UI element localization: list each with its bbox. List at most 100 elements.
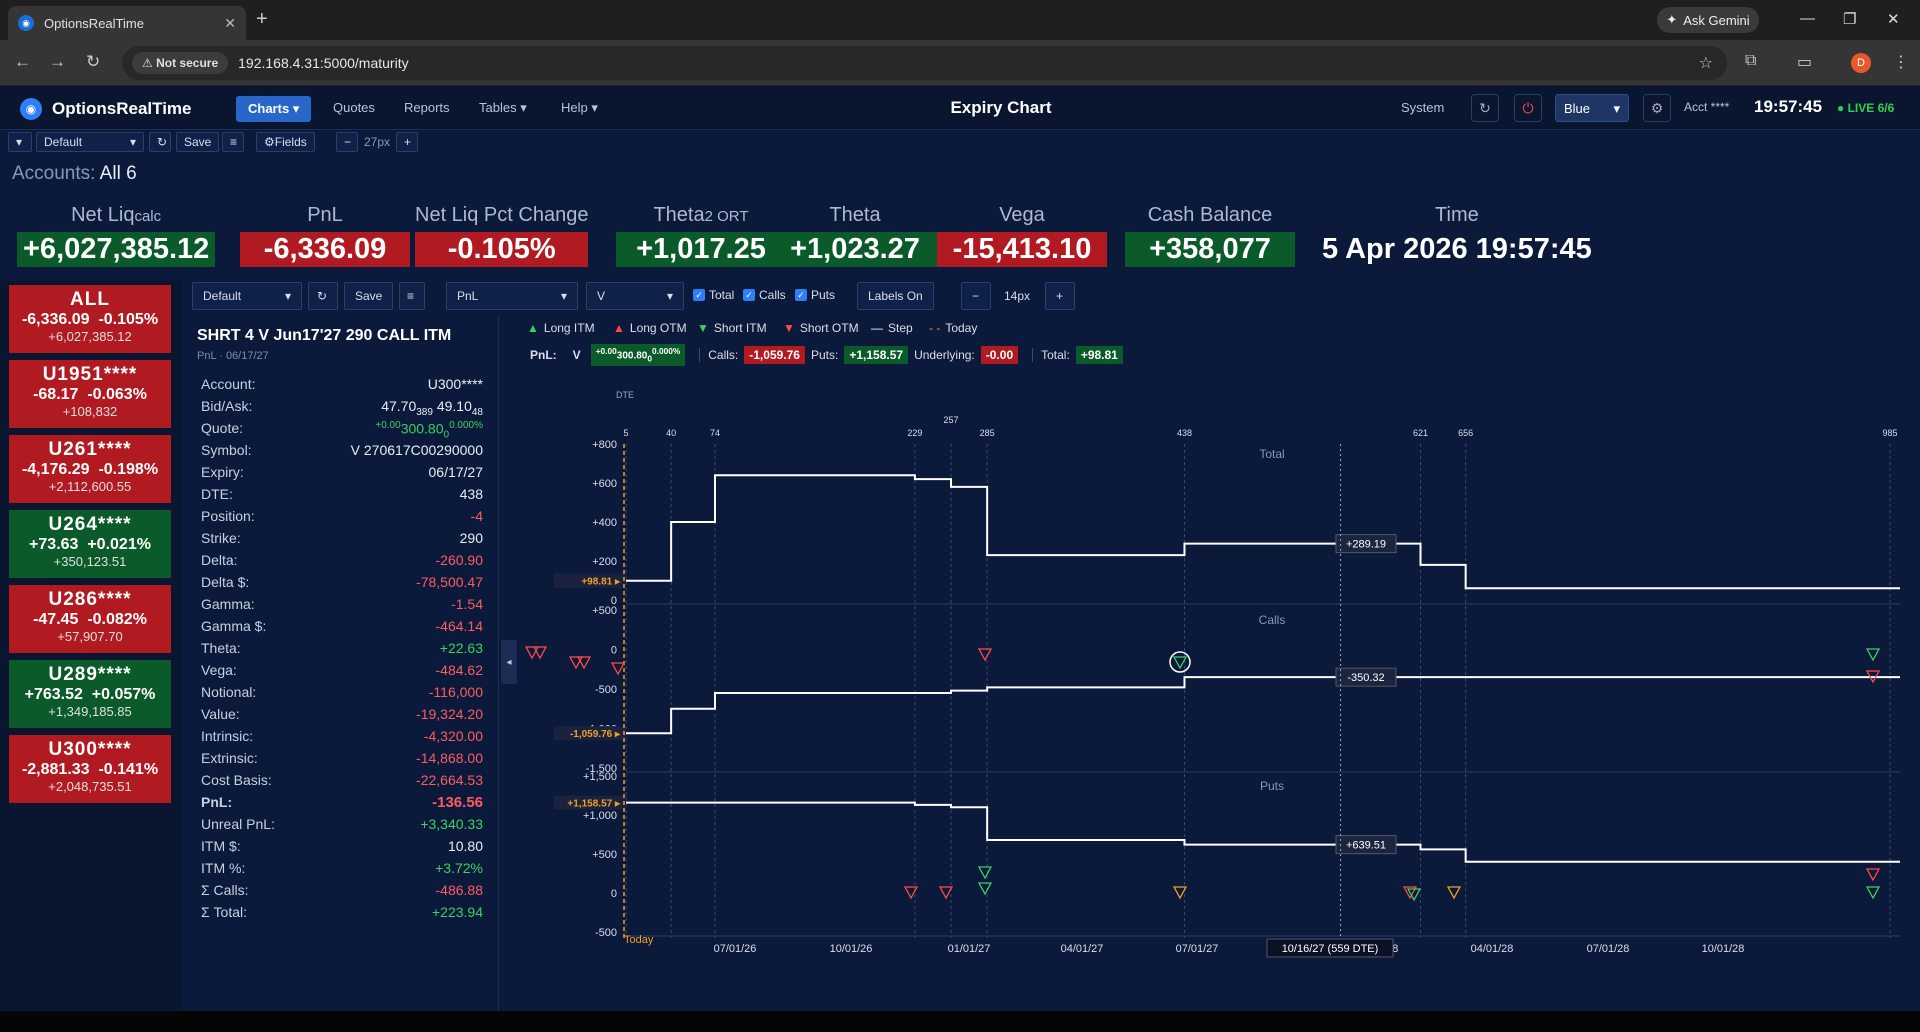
detail-row: Unreal PnL: +3,340.33 xyxy=(201,816,483,836)
legend-item[interactable]: ▼ Short OTM xyxy=(783,321,859,335)
url-bar[interactable]: ⚠ Not secure 192.168.4.31:5000/maturity … xyxy=(122,46,1727,80)
metric-select[interactable]: PnL ▾ xyxy=(446,282,578,310)
close-tab-icon[interactable]: ✕ xyxy=(224,14,236,31)
chart-reload-icon[interactable]: ↻ xyxy=(308,282,338,310)
panel-title: Total xyxy=(1259,447,1284,461)
acct-mask: Acct **** xyxy=(1684,100,1730,114)
browser-tab-bar: ◉ OptionsRealTime ✕ + ✦ Ask Gemini — ❐ ✕ xyxy=(0,0,1920,40)
menu-quotes[interactable]: Quotes xyxy=(333,100,375,115)
cursor-date-label: 10/16/27 (559 DTE) xyxy=(1282,943,1379,955)
short-marker-icon xyxy=(532,646,548,660)
detail-key: Σ Calls: xyxy=(201,882,249,898)
account-card[interactable]: U300**** -2,881.33 -0.141% +2,048,735.51 xyxy=(8,734,172,804)
y-tick-label: +1,000 xyxy=(583,810,617,822)
legend-item[interactable]: ▲ Long ITM xyxy=(527,321,595,335)
chart-layout-select[interactable]: Default ▾ xyxy=(192,282,302,310)
profile-avatar[interactable]: D xyxy=(1851,53,1871,73)
menu-reports[interactable]: Reports xyxy=(404,100,450,115)
legend-item[interactable]: ▼ Short ITM xyxy=(697,321,767,335)
account-netliq: +1,349,185.85 xyxy=(48,704,132,719)
legend-item[interactable]: - - Today xyxy=(929,321,978,335)
puts-checkbox[interactable]: ✓ Puts xyxy=(795,288,835,302)
account-card[interactable]: U261**** -4,176.29 -0.198% +2,112,600.55 xyxy=(8,434,172,504)
system-link[interactable]: System xyxy=(1401,100,1445,115)
y-tick-label: +200 xyxy=(592,556,617,568)
fields-button[interactable]: ⚙ Fields xyxy=(256,132,315,152)
metric-value: 5 Apr 2026 19:57:45 xyxy=(1322,233,1592,265)
power-icon[interactable]: ⏻ xyxy=(1514,94,1542,122)
account-name: U1951**** xyxy=(42,364,138,385)
sidepanel-icon[interactable]: ▭ xyxy=(1797,54,1813,71)
dte-tick-label: 621 xyxy=(1413,428,1428,438)
extensions-icon[interactable]: ⧉ xyxy=(1745,52,1757,69)
account-card[interactable]: U264**** +73.63 +0.021% +350,123.51 xyxy=(8,509,172,579)
chart-font-decrease-button[interactable]: − xyxy=(961,282,991,310)
theme-select[interactable]: Blue ▾ xyxy=(1555,94,1629,122)
detail-row: Symbol: V 270617C00290000 xyxy=(201,442,483,462)
chart-save-button[interactable]: Save xyxy=(344,282,394,310)
start-label-bg xyxy=(554,573,626,588)
step-line-total xyxy=(626,474,1900,590)
legend-item[interactable]: — Step xyxy=(871,321,913,335)
calls-checkbox[interactable]: ✓ Calls xyxy=(743,288,786,302)
selected-marker-ring xyxy=(1169,651,1191,673)
save-layout-button[interactable]: Save xyxy=(176,132,220,152)
url-text: 192.168.4.31:5000/maturity xyxy=(238,55,409,71)
layout-select[interactable]: Default ▾ xyxy=(36,132,144,152)
restore-icon[interactable]: ❐ xyxy=(1843,11,1857,28)
menu-charts[interactable]: Charts ▾ xyxy=(236,96,312,122)
bookmark-star-icon[interactable]: ☆ xyxy=(1698,55,1713,72)
account-card[interactable]: ALL -6,336.09 -0.105% +6,027,385.12 xyxy=(8,284,172,354)
layout-menu-icon[interactable]: ≡ xyxy=(222,132,244,152)
back-icon[interactable]: ← xyxy=(14,52,31,71)
menu-tables[interactable]: Tables ▾ xyxy=(479,100,527,115)
detail-row: Theta: +22.63 xyxy=(201,640,483,660)
cursor-value-label: +289.19 xyxy=(1346,539,1386,551)
metric-value: -15,413.10 xyxy=(937,232,1107,267)
detail-key: Cost Basis: xyxy=(201,772,272,788)
browser-tab[interactable]: ◉ OptionsRealTime ✕ xyxy=(8,6,246,40)
collapse-panel-handle[interactable]: ◂ xyxy=(501,640,517,684)
expiry-chart[interactable]: DTE 5 40 74 229 257 285 438 621 656 985 +800 +600 +40… xyxy=(520,378,1915,958)
detail-row: Account: U300**** xyxy=(201,376,483,396)
account-pnl: +73.63 +0.021% xyxy=(29,536,151,553)
cursor-value-bg xyxy=(1335,534,1397,554)
ask-gemini-button[interactable]: ✦ Ask Gemini xyxy=(1657,7,1759,33)
short-marker-icon xyxy=(1865,886,1881,900)
browser-menu-icon[interactable]: ⋮ xyxy=(1893,54,1909,71)
app-logo[interactable]: ◉ OptionsRealTime xyxy=(20,98,192,120)
new-tab-icon[interactable]: + xyxy=(256,8,268,30)
labels-toggle-button[interactable]: Labels On xyxy=(857,282,934,310)
refresh-icon[interactable]: ↻ xyxy=(1471,94,1499,122)
reload-icon[interactable]: ↻ xyxy=(86,52,101,71)
chart-font-increase-button[interactable]: + xyxy=(1045,282,1075,310)
account-card[interactable]: U289**** +763.52 +0.057% +1,349,185.85 xyxy=(8,659,172,729)
forward-icon[interactable]: → xyxy=(49,52,66,71)
detail-key: DTE: xyxy=(201,486,233,502)
chart-menu-icon[interactable]: ≡ xyxy=(399,282,425,310)
close-window-icon[interactable]: ✕ xyxy=(1887,11,1900,28)
font-decrease-button[interactable]: − xyxy=(336,132,358,152)
detail-key: Value: xyxy=(201,706,240,722)
x-tick-label: 07/01/26 xyxy=(714,943,757,955)
total-checkbox[interactable]: ✓ Total xyxy=(693,288,734,302)
reload-layout-icon[interactable]: ↻ xyxy=(149,132,171,152)
account-card[interactable]: U1951**** -68.17 -0.063% +108,832 xyxy=(8,359,172,429)
settings-icon[interactable]: ⚙ xyxy=(1643,94,1671,122)
account-netliq: +57,907.70 xyxy=(57,629,123,644)
detail-key: Quote: xyxy=(201,420,244,436)
not-secure-badge[interactable]: ⚠ Not secure xyxy=(132,52,229,74)
font-increase-button[interactable]: + xyxy=(396,132,418,152)
metric-value: -6,336.09 xyxy=(240,232,410,267)
dte-tick-label: 257 xyxy=(944,415,959,425)
account-card[interactable]: U286**** -47.45 -0.082% +57,907.70 xyxy=(8,584,172,654)
account-name: U261**** xyxy=(48,439,132,460)
collapse-toggle-icon[interactable]: ▾ xyxy=(8,132,32,152)
short-marker-icon xyxy=(938,886,954,900)
legend-marker-icon: - - xyxy=(929,321,941,335)
detail-key: Vega: xyxy=(201,662,237,678)
menu-help[interactable]: Help ▾ xyxy=(561,100,598,115)
minimize-icon[interactable]: — xyxy=(1800,10,1815,27)
legend-item[interactable]: ▲ Long OTM xyxy=(613,321,687,335)
symbol-select[interactable]: V ▾ xyxy=(586,282,684,310)
